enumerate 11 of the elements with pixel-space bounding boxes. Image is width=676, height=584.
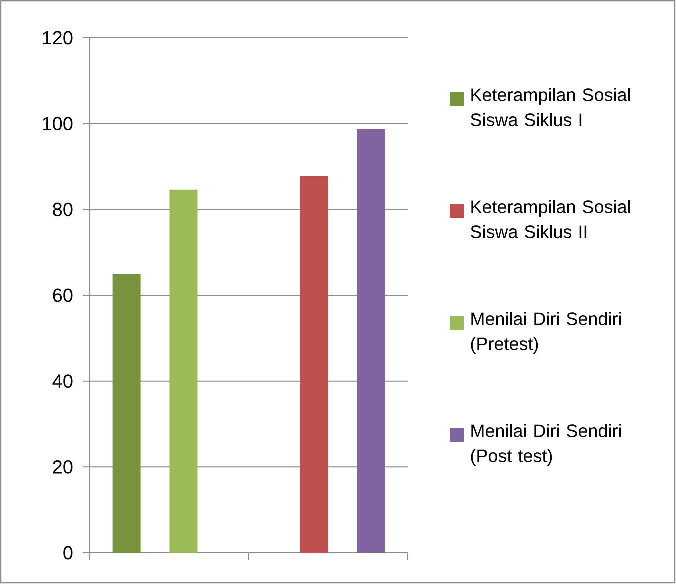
y-tick-label: 80	[53, 202, 73, 216]
y-tick-label: 0	[64, 546, 73, 560]
y-tick-label: 100	[43, 117, 73, 131]
legend-label: Keterampilan Sosial Siswa Siklus II	[471, 200, 630, 238]
y-tick-label: 60	[53, 288, 73, 302]
y-tick-label: 20	[53, 460, 73, 474]
y-tick-label: 120	[43, 31, 73, 45]
y-tick-label: 40	[52, 374, 73, 388]
legend-label: Menilai Diri Sendiri (Pretest)	[471, 312, 621, 354]
legend-label: Menilai Diri Sendiri (Post test)	[471, 424, 621, 466]
legend-label: Keterampilan Sosial Siswa Siklus I	[471, 88, 630, 126]
